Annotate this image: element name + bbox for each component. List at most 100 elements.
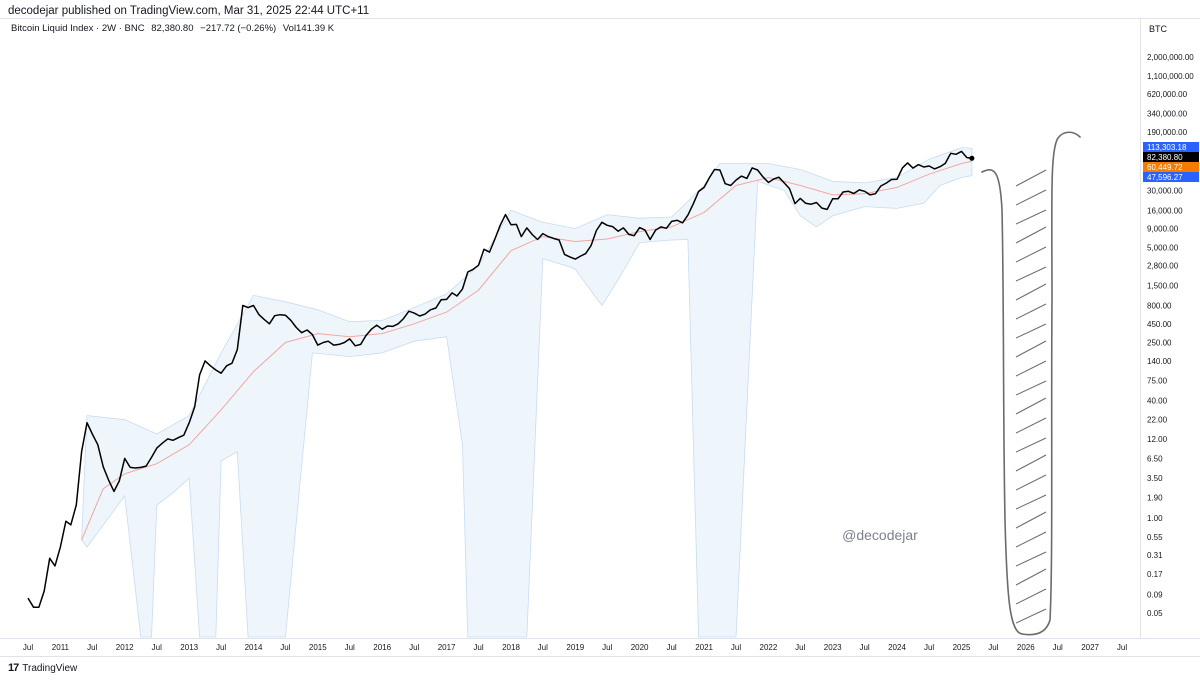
y-tick-label: 0.55 (1147, 533, 1163, 542)
y-tick-label: 2,000,000.00 (1147, 53, 1194, 62)
x-tick-label: Jul (924, 643, 934, 652)
hatch-stroke (1015, 474, 1047, 491)
hatch-stroke (1015, 494, 1047, 510)
x-tick-label: 2023 (824, 643, 842, 652)
x-tick-label: 2026 (1017, 643, 1035, 652)
x-tick-label: 2019 (566, 643, 584, 652)
x-tick-label: Jul (666, 643, 676, 652)
tradingview-logo[interactable]: 17 TradingView (8, 662, 77, 674)
x-tick-label: Jul (152, 643, 162, 652)
x-tick-label: Jul (795, 643, 805, 652)
x-tick-label: Jul (345, 643, 355, 652)
hatch-stroke (1015, 226, 1047, 244)
y-tick-label: 75.00 (1147, 377, 1168, 386)
x-tick-label: 2014 (245, 643, 263, 652)
footer-divider (0, 656, 1200, 657)
price-axis-border (1140, 18, 1141, 638)
y-tick-label: 1.00 (1147, 514, 1163, 523)
y-tick-label: 1.90 (1147, 494, 1163, 503)
y-tick-label: 6.50 (1147, 454, 1163, 463)
x-tick-label: Jul (602, 643, 612, 652)
hatch-stroke (1015, 454, 1047, 472)
y-tick-label: 5,000.00 (1147, 243, 1179, 252)
x-tick-label: Jul (538, 643, 548, 652)
y-tick-label: 140.00 (1147, 357, 1172, 366)
price-tag-label: 47,596.27 (1147, 173, 1183, 182)
hatch-stroke (1015, 511, 1047, 529)
x-tick-label: Jul (473, 643, 483, 652)
price-tag-label: 60,449.72 (1147, 163, 1183, 172)
x-tick-label: 2011 (52, 643, 70, 652)
y-tick-label: 2,800.00 (1147, 262, 1179, 271)
price-tag-upper (1143, 142, 1199, 152)
last-price-dot (969, 155, 975, 161)
hatch-stroke (1015, 303, 1047, 320)
y-tick-label: 190,000.00 (1147, 128, 1188, 137)
price-change: −217.72 (−0.26%) (200, 23, 277, 34)
time-axis-ticks: Jul 2011 Jul 2012 Jul 2013 Jul 2014 Jul 2015 Jul 20… (23, 643, 1127, 652)
hatch-stroke (1015, 417, 1047, 434)
hatch-stroke (1015, 568, 1047, 586)
x-tick-label: 2017 (438, 643, 456, 652)
projection-curve (981, 131, 1081, 636)
y-tick-label: 16,000.00 (1147, 206, 1183, 215)
hatch-stroke (1015, 323, 1047, 339)
hatch-stroke (1015, 360, 1047, 377)
x-tick-label: 2025 (953, 643, 971, 652)
x-tick-label: Jul (1117, 643, 1127, 652)
price-axis-ticks: 2,000,000.00 1,100,000.00 620,000.00 340,00… (1147, 53, 1194, 618)
x-tick-label: Jul (409, 643, 419, 652)
x-tick-label: 2018 (502, 643, 520, 652)
ma-line (81, 160, 973, 541)
currency-label[interactable]: BTC (1149, 24, 1167, 34)
tradingview-brand: TradingView (22, 662, 78, 674)
y-tick-label: 3.50 (1147, 474, 1163, 483)
hatch-stroke (1015, 246, 1047, 263)
x-tick-label: Jul (87, 643, 97, 652)
x-tick-label: Jul (216, 643, 226, 652)
hatch-stroke (1015, 437, 1047, 453)
hatch-stroke (1015, 608, 1047, 624)
hatch-stroke (1015, 340, 1047, 358)
price-tag-ma (1143, 162, 1199, 172)
x-tick-label: 2015 (309, 643, 327, 652)
x-tick-label: Jul (23, 643, 33, 652)
x-tick-label: Jul (1053, 643, 1063, 652)
band-area (81, 147, 973, 638)
publisher-line: decodejar published on TradingView.com, … (8, 5, 370, 17)
y-tick-label: 450.00 (1147, 320, 1172, 329)
y-tick-label: 12.00 (1147, 435, 1168, 444)
y-tick-label: 1,500.00 (1147, 282, 1179, 291)
hand-drawing (981, 131, 1081, 636)
price-series (27, 150, 973, 608)
y-tick-label: 0.17 (1147, 570, 1163, 579)
hatch-stroke (1015, 397, 1047, 415)
hatch-stroke (1015, 380, 1047, 396)
price-tag-label: 82,380.80 (1147, 153, 1183, 162)
x-tick-label: Jul (731, 643, 741, 652)
time-axis-border (0, 638, 1200, 639)
x-tick-label: 2016 (373, 643, 391, 652)
price-tag-label: 113,303.18 (1147, 143, 1187, 152)
y-tick-label: 30,000.00 (1147, 186, 1183, 195)
hatch-stroke (1015, 588, 1047, 605)
y-tick-label: 1,100,000.00 (1147, 72, 1194, 81)
hatch-stroke (1015, 189, 1047, 206)
watermark-text: @decodejar (842, 527, 918, 543)
x-tick-label: Jul (988, 643, 998, 652)
y-tick-label: 0.09 (1147, 590, 1163, 599)
symbol-legend[interactable]: Bitcoin Liquid Index · 2W · BNC 82,380.8… (11, 23, 338, 34)
y-tick-label: 40.00 (1147, 397, 1168, 406)
hatch-stroke (1015, 209, 1047, 225)
tradingview-logo-icon: 17 (8, 662, 19, 674)
volatility-band (81, 147, 973, 638)
y-tick-label: 250.00 (1147, 339, 1172, 348)
volume: Vol141.39 K (282, 23, 335, 34)
symbol-name: Bitcoin Liquid Index · 2W · BNC (11, 23, 145, 34)
y-tick-label: 0.05 (1147, 609, 1163, 618)
x-tick-label: 2020 (631, 643, 649, 652)
header-divider (0, 18, 1200, 19)
x-tick-label: Jul (859, 643, 869, 652)
